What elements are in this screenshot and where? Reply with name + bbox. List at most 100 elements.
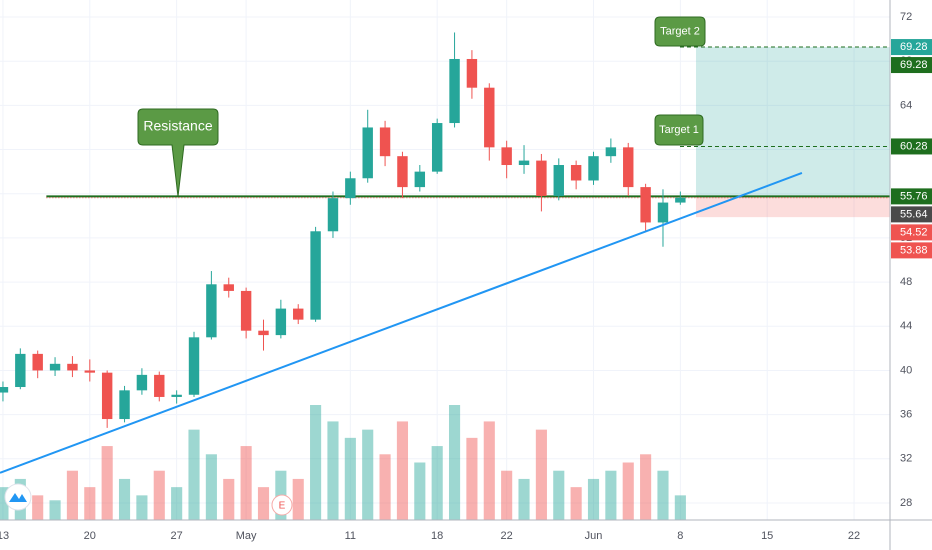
price-label: 55.76 xyxy=(900,190,928,202)
candle-body xyxy=(449,58,460,124)
x-tick-label: 20 xyxy=(84,530,96,542)
candle-body xyxy=(293,308,304,320)
candle-body xyxy=(101,372,113,420)
candle-body xyxy=(15,353,26,388)
candle-body xyxy=(623,147,634,188)
y-tick-label: 40 xyxy=(900,364,912,376)
price-label-bg xyxy=(891,224,932,241)
candle-body xyxy=(84,370,96,373)
candle-body xyxy=(362,127,373,179)
candle-body xyxy=(588,156,599,181)
y-tick-label: 72 xyxy=(900,11,912,23)
volume-bar xyxy=(483,421,495,520)
x-tick-label: 15 xyxy=(761,530,773,542)
candle-body xyxy=(379,127,391,157)
x-tick-label: 13 xyxy=(0,530,9,542)
x-tick-label: 18 xyxy=(431,530,443,542)
price-label-bg xyxy=(891,57,932,74)
candle-body xyxy=(119,390,130,420)
candle-body xyxy=(240,290,252,331)
candle-body xyxy=(206,284,217,338)
volume-bar xyxy=(448,405,461,520)
candle-body xyxy=(136,374,148,391)
logo[interactable] xyxy=(4,483,32,511)
volume-bar xyxy=(518,478,530,520)
volume-bar xyxy=(344,437,356,520)
volume-bar xyxy=(49,500,61,520)
volume-bar xyxy=(605,470,617,520)
resistance-callout-text: Resistance xyxy=(143,118,212,134)
candle-body xyxy=(345,178,356,199)
volume-bar xyxy=(570,487,582,520)
x-tick-label: 22 xyxy=(501,530,513,542)
volume-bar xyxy=(292,478,304,520)
resistance-callout-box xyxy=(137,108,219,197)
volume-bar xyxy=(223,478,235,520)
volume-bar xyxy=(240,446,252,520)
candle-body xyxy=(327,198,339,232)
candle-body xyxy=(570,165,582,181)
volume-bar xyxy=(327,421,339,520)
volume-bar xyxy=(118,478,131,520)
candle-body xyxy=(188,337,200,395)
price-label: 60.28 xyxy=(900,140,928,152)
target-callout-box xyxy=(654,16,706,47)
volume-bar xyxy=(431,446,443,520)
earnings-text: E xyxy=(279,501,286,512)
target-callout-text: Target 2 xyxy=(660,25,700,37)
candle-body xyxy=(605,147,617,157)
volume-bar xyxy=(310,405,322,520)
price-label: 69.28 xyxy=(900,41,928,53)
candle-body xyxy=(553,165,564,196)
x-tick-label: Jun xyxy=(585,530,603,542)
candle-body xyxy=(310,231,321,320)
volume-bar xyxy=(101,446,113,520)
volume-bar xyxy=(66,470,78,520)
x-tick-label: 8 xyxy=(677,530,683,542)
volume-bar xyxy=(188,429,200,520)
volume-bar xyxy=(501,470,513,520)
candle-body xyxy=(501,147,512,166)
price-label: 55.64 xyxy=(900,208,928,220)
y-tick-label: 36 xyxy=(900,409,912,421)
volume-bar xyxy=(362,429,374,520)
candle-body xyxy=(67,363,78,371)
candle-body xyxy=(32,353,43,371)
candle-body xyxy=(275,308,287,336)
candle-body xyxy=(223,284,234,291)
candle-body xyxy=(431,123,443,172)
candle-body xyxy=(675,197,686,203)
volume-bar xyxy=(674,495,686,520)
y-tick-label: 64 xyxy=(900,99,912,111)
volume-bar xyxy=(136,495,148,520)
x-tick-label: 22 xyxy=(848,530,860,542)
logo-icon[interactable] xyxy=(9,493,27,502)
volume-bar xyxy=(640,454,652,520)
volume-bar xyxy=(396,421,409,520)
candle-body xyxy=(466,58,478,88)
volume-bar xyxy=(257,487,270,520)
volume-bar xyxy=(379,454,391,520)
candle-body xyxy=(536,160,547,196)
price-label: 69.28 xyxy=(900,59,928,71)
candle-body xyxy=(258,330,269,336)
y-tick-label: 48 xyxy=(900,276,912,288)
price-label-bg xyxy=(891,242,932,259)
price-label-bg xyxy=(891,39,932,56)
price-label-bg xyxy=(891,138,932,155)
candle-body xyxy=(154,374,165,397)
volume-bar xyxy=(657,470,669,520)
volume-bar xyxy=(153,470,165,520)
y-tick-label: 32 xyxy=(900,453,912,465)
candle-body xyxy=(49,363,61,371)
x-tick-label: 27 xyxy=(171,530,183,542)
volume-bar xyxy=(553,470,565,520)
price-label: 54.52 xyxy=(900,226,928,238)
volume-bar xyxy=(622,462,634,520)
logo-circle[interactable] xyxy=(4,483,32,511)
candle-body xyxy=(171,394,182,397)
y-tick-label: 28 xyxy=(900,497,912,509)
target-zone xyxy=(695,47,890,197)
candle-body xyxy=(484,87,495,148)
